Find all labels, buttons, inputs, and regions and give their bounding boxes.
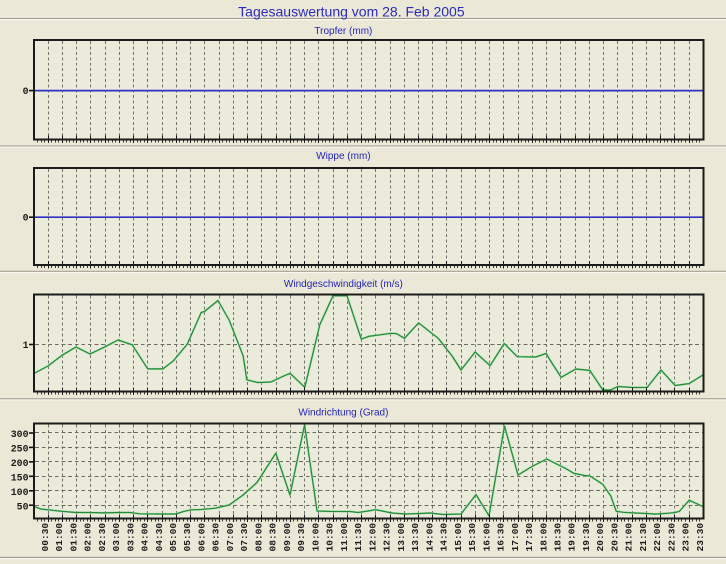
svg-text:03:30: 03:30 [125, 523, 136, 552]
svg-text:06:00: 06:00 [196, 523, 207, 552]
svg-text:Tagesauswertung vom 28. Feb 20: Tagesauswertung vom 28. Feb 2005 [238, 4, 465, 20]
svg-text:14:30: 14:30 [439, 523, 450, 552]
svg-text:09:00: 09:00 [282, 523, 293, 552]
svg-text:11:30: 11:30 [353, 523, 364, 552]
svg-text:12:00: 12:00 [367, 523, 378, 552]
svg-text:50: 50 [17, 501, 29, 512]
svg-text:15:00: 15:00 [453, 523, 464, 552]
svg-text:07:30: 07:30 [239, 523, 250, 552]
svg-text:Wippe (mm): Wippe (mm) [316, 151, 370, 162]
svg-text:13:30: 13:30 [410, 523, 421, 552]
svg-text:100: 100 [11, 487, 29, 498]
svg-text:17:00: 17:00 [510, 523, 521, 552]
svg-text:08:00: 08:00 [253, 523, 264, 552]
svg-text:23:00: 23:00 [681, 523, 692, 552]
svg-text:10:30: 10:30 [325, 523, 336, 552]
svg-text:19:00: 19:00 [567, 523, 578, 552]
svg-text:04:00: 04:00 [140, 523, 151, 552]
svg-text:09:30: 09:30 [296, 523, 307, 552]
svg-text:01:00: 01:00 [54, 523, 65, 552]
svg-text:05:30: 05:30 [182, 523, 193, 552]
svg-text:17:30: 17:30 [524, 523, 535, 552]
svg-text:22:30: 22:30 [666, 523, 677, 552]
svg-text:21:00: 21:00 [624, 523, 635, 552]
svg-text:300: 300 [11, 429, 29, 440]
svg-text:150: 150 [11, 472, 29, 483]
svg-text:10:00: 10:00 [310, 523, 321, 552]
svg-text:03:00: 03:00 [111, 523, 122, 552]
svg-text:19:30: 19:30 [581, 523, 592, 552]
svg-text:02:00: 02:00 [83, 523, 94, 552]
svg-text:15:30: 15:30 [467, 523, 478, 552]
svg-text:Windgeschwindigkeit (m/s): Windgeschwindigkeit (m/s) [284, 279, 403, 290]
svg-text:20:30: 20:30 [609, 523, 620, 552]
svg-text:200: 200 [11, 458, 29, 469]
svg-text:12:30: 12:30 [382, 523, 393, 552]
svg-text:05:00: 05:00 [168, 523, 179, 552]
svg-text:22:00: 22:00 [652, 523, 663, 552]
svg-text:Tropfer (mm): Tropfer (mm) [314, 26, 372, 37]
svg-text:Windrichtung (Grad): Windrichtung (Grad) [298, 408, 388, 419]
svg-text:00:30: 00:30 [40, 523, 51, 552]
svg-text:20:00: 20:00 [595, 523, 606, 552]
svg-text:23:30: 23:30 [695, 523, 706, 552]
svg-text:07:00: 07:00 [225, 523, 236, 552]
svg-text:14:00: 14:00 [424, 523, 435, 552]
svg-text:16:00: 16:00 [481, 523, 492, 552]
svg-text:01:30: 01:30 [68, 523, 79, 552]
svg-text:04:30: 04:30 [154, 523, 165, 552]
svg-text:0: 0 [23, 213, 29, 224]
svg-text:21:30: 21:30 [638, 523, 649, 552]
svg-text:11:00: 11:00 [339, 523, 350, 552]
svg-text:0: 0 [23, 86, 29, 97]
svg-text:1: 1 [23, 340, 29, 351]
svg-text:06:30: 06:30 [211, 523, 222, 552]
svg-text:250: 250 [11, 444, 29, 455]
svg-text:08:30: 08:30 [268, 523, 279, 552]
svg-text:02:30: 02:30 [97, 523, 108, 552]
svg-text:13:00: 13:00 [396, 523, 407, 552]
svg-text:16:30: 16:30 [496, 523, 507, 552]
svg-text:18:00: 18:00 [538, 523, 549, 552]
svg-text:18:30: 18:30 [553, 523, 564, 552]
